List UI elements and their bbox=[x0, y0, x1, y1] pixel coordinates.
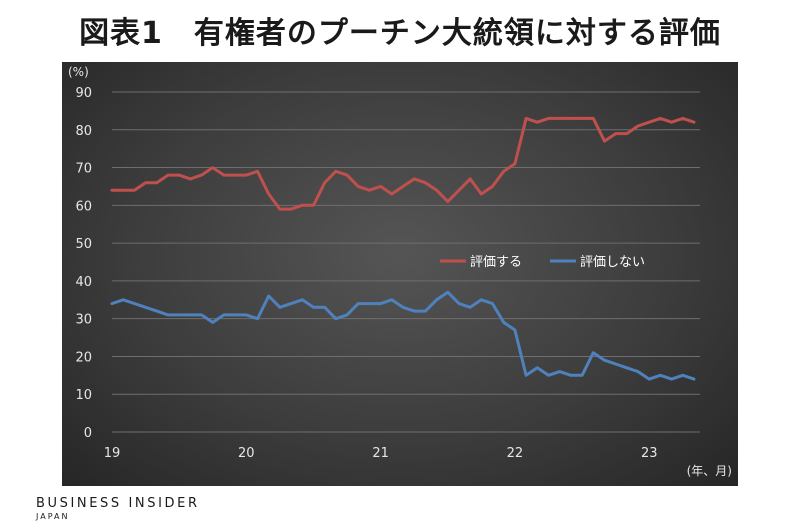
series-line-0 bbox=[110, 116, 696, 211]
y-tick-label: 90 bbox=[75, 86, 92, 101]
logo-name: BUSINESS INSIDER bbox=[36, 496, 200, 511]
legend: 評価する 評価しない bbox=[440, 255, 645, 270]
x-tick-label: 21 bbox=[372, 446, 389, 461]
grid-lines bbox=[112, 91, 700, 433]
logo-region: JAPAN bbox=[36, 512, 70, 521]
legend-label-0: 評価する bbox=[470, 255, 522, 270]
x-axis-unit-label: (年、月) bbox=[687, 464, 732, 478]
business-insider-logo: BUSINESS INSIDER JAPAN bbox=[36, 496, 200, 521]
y-tick-label: 40 bbox=[75, 275, 92, 290]
y-tick-label: 10 bbox=[75, 388, 92, 403]
y-tick-label: 50 bbox=[75, 237, 92, 252]
x-tick-label: 22 bbox=[507, 446, 524, 461]
y-axis-unit-label: (%) bbox=[68, 65, 89, 79]
y-tick-label: 30 bbox=[75, 313, 92, 328]
legend-label-1: 評価しない bbox=[580, 255, 645, 270]
y-tick-label: 80 bbox=[75, 124, 92, 139]
y-tick-label: 70 bbox=[75, 162, 92, 177]
series-line-1 bbox=[110, 290, 696, 381]
chart-area: 0 10 20 30 40 50 60 70 80 90 19 20 21 22 23 評価する 評価しない … bbox=[62, 62, 738, 486]
series-lines bbox=[110, 116, 696, 381]
y-tick-label: 60 bbox=[75, 199, 92, 214]
x-tick-label: 19 bbox=[104, 446, 121, 461]
y-tick-label: 20 bbox=[75, 350, 92, 365]
chart-title: 図表1 有権者のプーチン大統領に対する評価 bbox=[79, 16, 721, 51]
axes: 0 10 20 30 40 50 60 70 80 90 19 20 21 22 23 bbox=[75, 86, 657, 461]
x-tick-label: 23 bbox=[641, 446, 658, 461]
y-tick-label: 0 bbox=[84, 426, 92, 441]
x-tick-label: 20 bbox=[238, 446, 255, 461]
